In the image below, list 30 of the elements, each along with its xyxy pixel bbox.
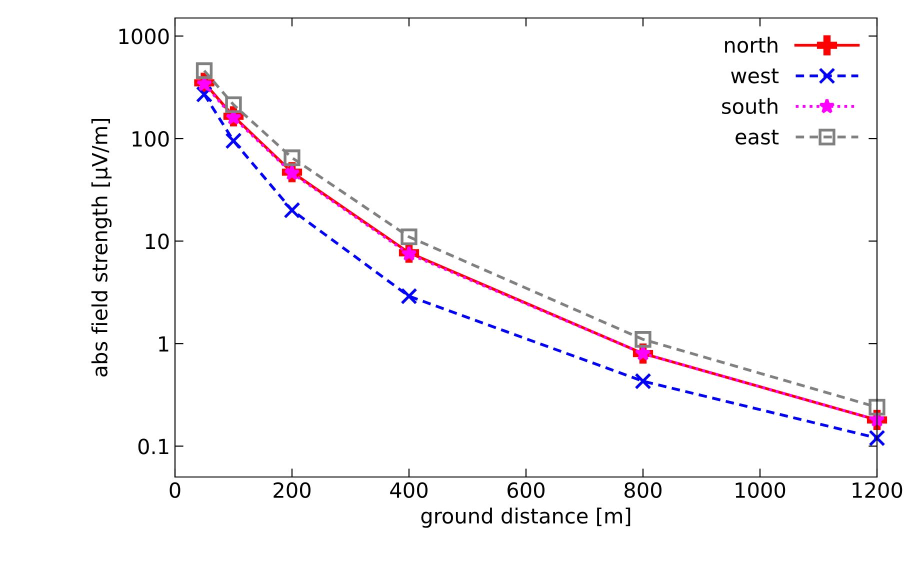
point (868, 430, 886, 446)
legend-label: east (736, 130, 779, 145)
x-tick-label: 200 (274, 482, 310, 498)
point (225, 96, 242, 114)
point (196, 86, 213, 103)
x-tick-label: 800 (624, 482, 662, 498)
x-tick-label: 0 (170, 482, 180, 498)
point (868, 398, 886, 416)
legend-label: north (725, 36, 778, 53)
point (225, 132, 242, 150)
point (634, 331, 652, 348)
y-tick-label: 1000 (119, 28, 169, 44)
y-tick-label: 0.1 (138, 438, 168, 454)
x-tick-label: 600 (508, 482, 544, 498)
y-tick-label: 10 (146, 234, 169, 250)
y-tick-label: 1 (159, 336, 168, 352)
point (400, 288, 418, 305)
legend-label: west (731, 68, 779, 84)
point (634, 372, 652, 390)
x-tick-label: 1200 (852, 482, 902, 498)
point (284, 149, 300, 166)
x-tick-label: 1000 (736, 482, 786, 498)
point (400, 228, 418, 246)
y-tick-label: 100 (132, 131, 169, 147)
point (284, 202, 300, 219)
legend-label: south (722, 98, 778, 114)
x-tick-label: 400 (390, 482, 428, 498)
y-axis-title: abs field strength [μV/m] (91, 119, 112, 376)
x-axis-title: ground distance [m] (421, 508, 630, 528)
point (196, 62, 213, 79)
